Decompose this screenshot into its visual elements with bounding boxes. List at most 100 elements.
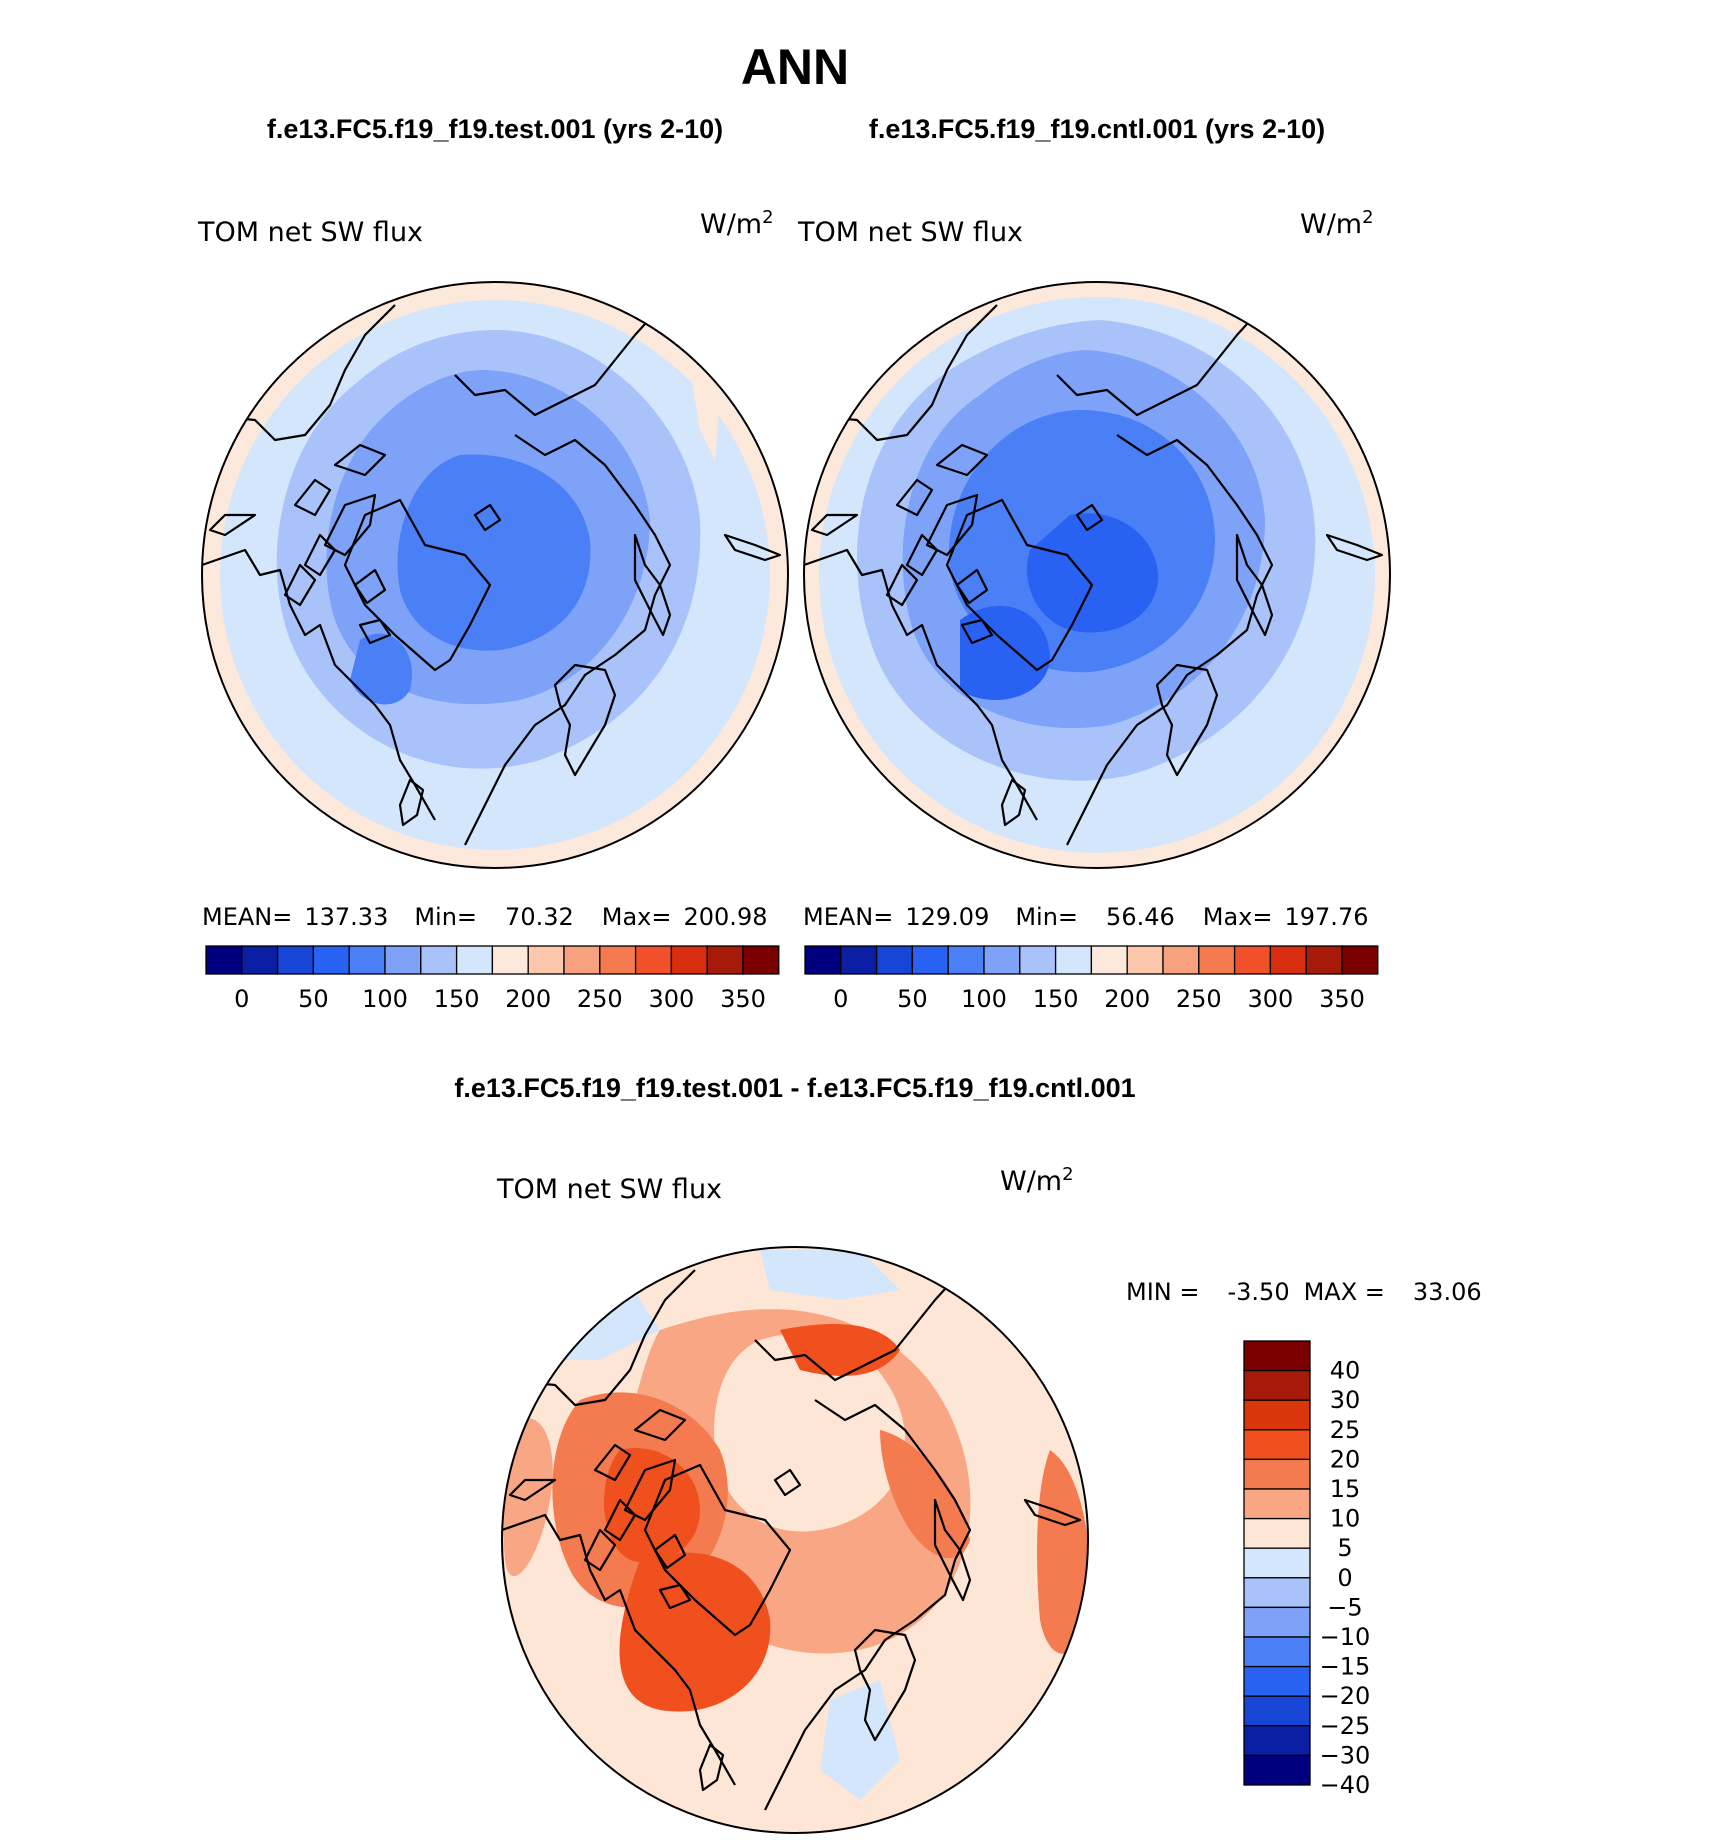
labelbar-tick-label: 300: [648, 985, 694, 1013]
labelbar-cell: [241, 945, 279, 975]
labelbar-cell: [1233, 945, 1272, 975]
labelbar-cell: [1305, 945, 1343, 975]
labelbar-cell: [491, 945, 529, 975]
labelbar-cell: [1243, 1399, 1311, 1431]
labelbar-tick-label: 15: [1330, 1475, 1361, 1503]
labelbar-cell: [348, 945, 386, 975]
labelbar-cell: [527, 945, 565, 975]
test-labelbar-ticks: 0 50 100 150 200 250 300 350: [234, 985, 766, 1013]
labelbar-cell: [947, 945, 985, 975]
cntl-units-label: W/m2: [1300, 207, 1374, 240]
figure-title: ANN: [741, 39, 849, 95]
labelbar-cell: [1243, 1369, 1311, 1401]
labelbar-cell: [1243, 1636, 1311, 1668]
test-map-border: [201, 281, 789, 869]
labelbar-cell: [455, 945, 494, 975]
diff-polar-map: [502, 1247, 1088, 1833]
labelbar-tick-label: −40: [1320, 1771, 1371, 1799]
diff-map-border: [501, 1246, 1089, 1834]
labelbar-cell: [1341, 945, 1379, 975]
labelbar-tick-label: 50: [897, 985, 928, 1013]
labelbar-cell: [1019, 945, 1057, 975]
labelbar-cell: [1243, 1606, 1311, 1638]
labelbar-cell: [634, 945, 673, 975]
labelbar-tick-label: 100: [362, 985, 408, 1013]
test-case-title: f.e13.FC5.f19_f19.test.001 (yrs 2-10): [267, 114, 723, 144]
labelbar-tick-label: −30: [1320, 1741, 1371, 1769]
labelbar-cell: [1243, 1725, 1311, 1757]
diff-stats: MIN = -3.50 MAX = 33.06: [1126, 1278, 1482, 1306]
labelbar-cell: [1243, 1547, 1311, 1579]
labelbar-tick-label: 200: [1104, 985, 1150, 1013]
cntl-panel: TOM net SW flux W/m2 MEAN= 129.09 Min= 56.4…: [797, 207, 1391, 1013]
labelbar-cell: [911, 945, 949, 975]
cntl-labelbar: [804, 945, 1379, 975]
test-panel: TOM net SW flux W/m2 MEAN= 137.33 Min= 70.3…: [197, 207, 789, 1013]
diff-labelbar: [1243, 1340, 1311, 1786]
labelbar-tick-label: 20: [1330, 1445, 1361, 1473]
labelbar-cell: [1126, 945, 1164, 975]
labelbar-tick-label: 30: [1330, 1386, 1361, 1414]
labelbar-tick-label: 50: [298, 985, 329, 1013]
labelbar-cell: [1243, 1754, 1311, 1786]
labelbar-cell: [1243, 1488, 1311, 1520]
labelbar-cell: [1243, 1429, 1311, 1461]
labelbar-tick-label: 350: [720, 985, 766, 1013]
labelbar-cell: [1243, 1340, 1311, 1372]
labelbar-tick-label: 10: [1330, 1505, 1361, 1533]
labelbar-tick-label: 25: [1330, 1416, 1361, 1444]
test-stats: MEAN= 137.33 Min= 70.32 Max= 200.98: [202, 903, 767, 931]
labelbar-tick-label: 100: [961, 985, 1007, 1013]
labelbar-tick-label: 0: [234, 985, 249, 1013]
labelbar-tick-label: 300: [1247, 985, 1293, 1013]
labelbar-tick-label: 150: [434, 985, 480, 1013]
labelbar-cell: [563, 945, 601, 975]
labelbar-cell: [420, 945, 458, 975]
test-units-label: W/m2: [700, 207, 774, 240]
labelbar-tick-label: 5: [1337, 1534, 1352, 1562]
labelbar-cell: [840, 945, 878, 975]
labelbar-tick-label: 200: [505, 985, 551, 1013]
test-variable-label: TOM net SW flux: [197, 217, 423, 248]
labelbar-tick-label: 250: [1176, 985, 1222, 1013]
labelbar-cell: [1269, 945, 1307, 975]
test-labelbar: [205, 945, 780, 975]
labelbar-cell: [205, 945, 243, 975]
cntl-variable-label: TOM net SW flux: [797, 217, 1023, 248]
labelbar-cell: [1243, 1458, 1311, 1490]
labelbar-cell: [1054, 945, 1093, 975]
labelbar-tick-label: 0: [833, 985, 848, 1013]
labelbar-tick-label: −10: [1320, 1623, 1371, 1651]
labelbar-cell: [1243, 1665, 1311, 1697]
labelbar-cell: [742, 945, 780, 975]
diff-panel: TOM net SW flux W/m2 MIN = -3.50 MAX = 33.0…: [496, 1164, 1482, 1834]
labelbar-tick-label: −5: [1327, 1593, 1362, 1621]
labelbar-cell: [670, 945, 708, 975]
diff-variable-label: TOM net SW flux: [496, 1174, 722, 1205]
diff-units-label: W/m2: [1000, 1164, 1074, 1197]
diff-title: f.e13.FC5.f19_f19.test.001 - f.e13.FC5.f…: [454, 1073, 1135, 1103]
labelbar-cell: [599, 945, 637, 975]
labelbar-cell: [312, 945, 350, 975]
labelbar-cell: [1243, 1517, 1311, 1549]
cntl-map-border: [803, 281, 1391, 869]
labelbar-cell: [804, 945, 842, 975]
labelbar-cell: [276, 945, 315, 975]
labelbar-cell: [875, 945, 914, 975]
labelbar-tick-label: −15: [1320, 1653, 1371, 1681]
cntl-labelbar-ticks: 0 50 100 150 200 250 300 350: [833, 985, 1365, 1013]
labelbar-tick-label: 40: [1330, 1357, 1361, 1385]
labelbar-tick-label: −20: [1320, 1682, 1371, 1710]
labelbar-cell: [1090, 945, 1128, 975]
labelbar-cell: [1243, 1695, 1311, 1727]
labelbar-tick-label: 350: [1319, 985, 1365, 1013]
labelbar-tick-label: 0: [1337, 1564, 1352, 1592]
test-polar-map: [202, 282, 788, 868]
labelbar-cell: [1243, 1577, 1311, 1609]
labelbar-cell: [983, 945, 1021, 975]
labelbar-tick-label: −25: [1320, 1712, 1371, 1740]
labelbar-cell: [1198, 945, 1236, 975]
labelbar-cell: [384, 945, 422, 975]
